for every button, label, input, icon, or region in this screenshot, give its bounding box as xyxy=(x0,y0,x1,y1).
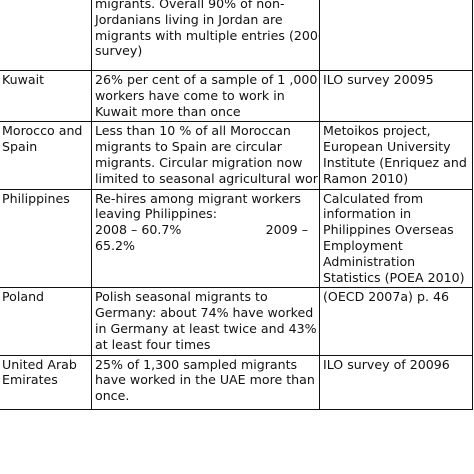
source-cell: ILO survey of 20096 xyxy=(319,354,473,410)
cell-line: Kuwait xyxy=(2,72,45,87)
table-row: United Arab Emirates 25% of 1,300 sample… xyxy=(0,354,473,410)
source-cell: Calculated from information in Philippin… xyxy=(319,188,473,289)
country-cell: Morocco and Spain xyxy=(0,121,92,190)
cell-line: migrants with multiple entries (2006 xyxy=(95,27,320,43)
finding-cell: 25% of 1,300 sampled migrants have worke… xyxy=(91,354,320,410)
year-split-line: 2008 – 60.7% 2009 – xyxy=(95,222,316,238)
cell-line: migrants. Overall 90% of non- xyxy=(95,0,285,11)
cell-line: Statistics (POEA 2010) xyxy=(323,269,465,285)
cell-line: in Germany at least twice and 43% xyxy=(95,320,317,336)
cell-line: Germany: about 74% have worked xyxy=(95,305,314,321)
cell-line: once. xyxy=(95,388,130,404)
circular-migration-table: migrants. Overall 90% of non- Jordanians… xyxy=(0,0,473,410)
cell-line: Administration xyxy=(323,253,416,269)
cell-line: limited to seasonal agricultural work xyxy=(95,170,320,186)
cell-line: workers have come to work in xyxy=(95,87,285,103)
table-row: Morocco and Spain Less than 10 % of all … xyxy=(0,121,473,190)
cell-line: United Arab xyxy=(2,356,77,372)
finding-cell: Polish seasonal migrants to Germany: abo… xyxy=(91,287,320,356)
cell-line: Ramon 2010) xyxy=(323,170,409,186)
country-cell xyxy=(0,0,92,71)
cell-line: Less than 10 % of all Moroccan xyxy=(95,123,291,139)
cell-line: Polish seasonal migrants to xyxy=(95,289,268,305)
cell-line: Metoikos project, xyxy=(323,123,431,139)
cell-line: (OECD 2007a) p. 46 xyxy=(323,289,449,305)
cell-line: Institute (Enriquez and xyxy=(323,154,467,170)
cell-line: migrants to Spain are circular xyxy=(95,139,282,155)
finding-cell: 26% per cent of a sample of 1 ,000 worke… xyxy=(91,69,320,123)
cell-line: Spain xyxy=(2,139,38,155)
cell-line: Philippines Overseas xyxy=(323,222,454,238)
cell-line: survey) xyxy=(95,43,143,59)
cell-line: Philippines xyxy=(2,190,70,206)
cell-line: migrants. Circular migration now xyxy=(95,154,303,170)
cell-line: 65.2% xyxy=(95,237,136,253)
cell-line: Calculated from xyxy=(323,190,424,206)
cell-line: at least four times xyxy=(95,336,211,352)
cell-line: ILO survey 20095 xyxy=(323,72,434,87)
cell-line: leaving Philippines: xyxy=(95,206,217,222)
country-cell: United Arab Emirates xyxy=(0,354,92,410)
country-cell: Poland xyxy=(0,287,92,356)
cell-line: Poland xyxy=(2,289,45,305)
cell-line: Employment xyxy=(323,237,403,253)
cell-line: Emirates xyxy=(2,372,58,388)
source-cell: ILO survey 20095 xyxy=(319,69,473,123)
cell-line: 26% per cent of a sample of 1 ,000 xyxy=(95,72,318,87)
cell-line: information in xyxy=(323,206,412,222)
table-row: Philippines Re-hires among migrant worke… xyxy=(0,188,473,289)
finding-cell: migrants. Overall 90% of non- Jordanians… xyxy=(91,0,320,71)
cell-line: European University xyxy=(323,139,451,155)
table-row: Kuwait 26% per cent of a sample of 1 ,00… xyxy=(0,69,473,123)
source-cell: (OECD 2007a) p. 46 xyxy=(319,287,473,356)
cell-line: ILO survey of 20096 xyxy=(323,356,450,372)
finding-cell: Less than 10 % of all Moroccan migrants … xyxy=(91,121,320,190)
cell-line: 25% of 1,300 sampled migrants xyxy=(95,356,298,372)
year-2008-value: 2008 – 60.7% xyxy=(95,222,182,238)
source-cell xyxy=(319,0,473,71)
cell-line: have worked in the UAE more than xyxy=(95,372,315,388)
cell-line: Re-hires among migrant workers xyxy=(95,190,301,206)
cell-line: Kuwait more than once xyxy=(95,103,241,119)
table-row: migrants. Overall 90% of non- Jordanians… xyxy=(0,0,473,71)
finding-cell: Re-hires among migrant workers leaving P… xyxy=(91,188,320,289)
country-cell: Philippines xyxy=(0,188,92,289)
year-2009-label: 2009 – xyxy=(265,222,308,238)
cell-line: Jordanians living in Jordan are xyxy=(95,11,283,27)
cell-line: Morocco and xyxy=(2,123,83,139)
country-cell: Kuwait xyxy=(0,69,92,123)
table-row: Poland Polish seasonal migrants to Germa… xyxy=(0,287,473,356)
source-cell: Metoikos project, European University In… xyxy=(319,121,473,190)
